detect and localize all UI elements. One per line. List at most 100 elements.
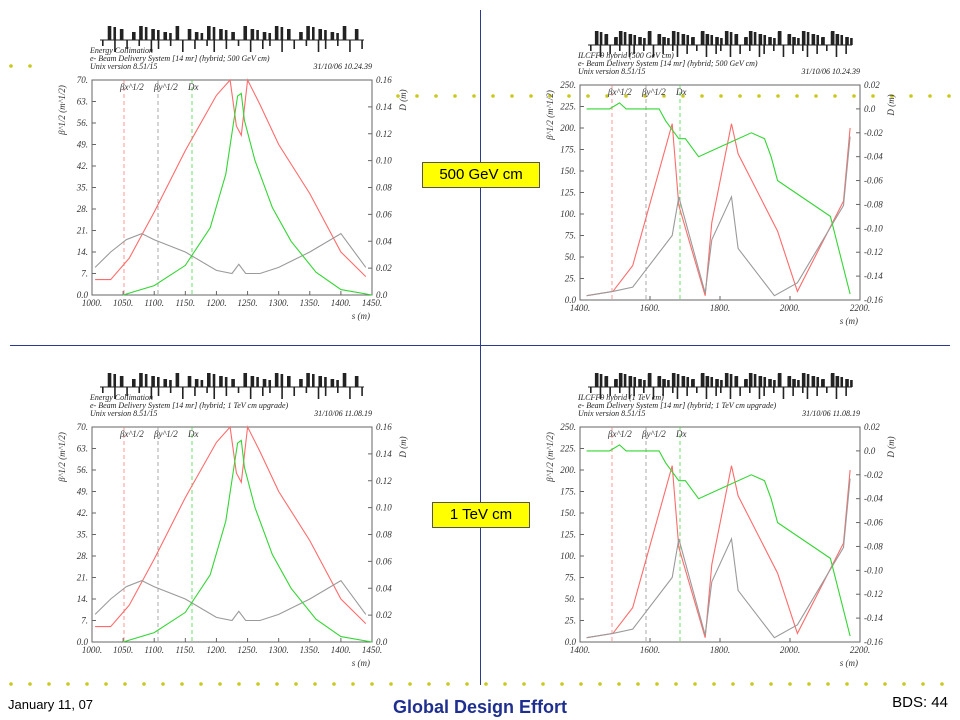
lattice-magnet [305,40,308,46]
lattice-magnet [705,376,710,387]
lattice-magnet [826,387,828,393]
y-tick-label: 50. [565,594,576,604]
y-axis-label: β^1/2 (m^1/2) [545,90,555,141]
chart-bottom-right: ILCFF9 hybrid (1 TeV cm)e- Beam Delivery… [545,373,896,668]
y2-tick-label: -0.12 [864,589,883,599]
x-tick-label: 2000. [780,645,800,655]
plot-frame [91,426,373,643]
accent-dot [845,682,849,686]
y-tick-label: 250. [560,422,576,432]
accent-dot [826,682,830,686]
y2-axis-label: D (m) [886,436,896,458]
x-axis-label: s (m) [840,658,858,668]
series-line-1 [94,579,367,622]
lattice-magnet [638,37,642,45]
lattice-magnet [293,40,296,49]
y2-tick-label: 0.16 [376,422,392,432]
lattice-magnet [604,377,608,387]
x-tick-label: 1450. [362,298,382,308]
y2-tick-label: 0.02 [864,422,880,432]
lattice-magnet [628,387,631,399]
lattice-magnet [720,38,723,45]
y2-tick-label: 0.10 [376,503,392,513]
lattice-magnet [244,27,247,40]
lattice-magnet [262,379,267,387]
accent-dot [852,94,856,98]
lattice-magnet [169,387,172,393]
lattice-magnet [163,379,168,387]
x-tick-label: 1400. [570,645,590,655]
accent-dot [415,94,419,98]
lattice-magnet [200,380,204,387]
lattice-magnet [662,379,666,387]
y-tick-label: 175. [560,487,576,497]
lattice-magnet [773,38,776,45]
y-tick-label: 175. [560,145,576,155]
y2-tick-label: 0.10 [376,156,392,166]
y-axis-label: β^1/2 (m^1/2) [545,432,555,483]
lattice-magnet [324,40,327,49]
y-tick-label: 14. [77,594,88,604]
lattice-magnet [623,374,627,387]
lattice-magnet [845,37,849,45]
y-tick-label: 70. [77,422,88,432]
lattice-magnet [139,26,143,40]
lattice-magnet [604,35,608,45]
x-tick-label: 1100. [144,645,164,655]
accent-dot [396,94,400,98]
chart-header-line: Energy Collimation [89,393,153,402]
lattice-magnet [840,35,844,45]
y2-tick-label: -0.10 [864,223,883,233]
accent-dot [750,682,754,686]
lattice-magnet [802,387,804,393]
lattice-magnet [343,27,347,40]
lattice-magnet [138,40,141,46]
y2-tick-label: 0.02 [376,263,392,273]
lattice-magnet [657,377,661,387]
lattice-magnet [324,30,327,40]
lattice-magnet [256,377,259,387]
series-line-1 [586,478,851,639]
x-tick-label: 1350. [300,645,320,655]
lattice-magnet [213,387,216,399]
accent-dot [883,682,887,686]
lattice-magnet [763,377,767,387]
lattice-magnet [157,40,160,49]
accent-dot [833,94,837,98]
y2-tick-label: -0.04 [864,152,883,162]
lattice-magnet [132,33,136,40]
legend-label: βy^1/2 [641,87,666,97]
lattice-magnet [729,45,732,57]
lattice-magnet [169,40,172,46]
lattice-magnet [194,379,199,387]
y-tick-label: 125. [560,530,576,540]
lattice-magnet [792,37,796,45]
accent-dot [484,682,488,686]
lattice-magnet [710,377,714,387]
y2-tick-label: 0.12 [376,129,392,139]
lattice-magnet [710,35,714,45]
lattice-magnet [768,379,772,387]
lattice-magnet [835,387,838,399]
y2-tick-label: -0.08 [864,199,883,209]
accent-dot [180,682,184,686]
lattice-magnet [144,27,148,40]
accent-dot [693,682,697,686]
lattice-magnet [715,387,717,396]
accent-dot [47,682,51,686]
lattice-magnet [777,32,781,45]
lattice-magnet [681,34,686,45]
lattice-magnet [269,387,271,393]
y-tick-label: 225. [560,102,576,112]
lattice-magnet [114,387,116,399]
lattice-magnet [744,380,747,387]
lattice-magnet [324,387,327,396]
y-tick-label: 25. [565,616,576,626]
lattice-magnet [686,377,690,387]
lattice-magnet [355,377,359,387]
y-tick-label: 35. [76,530,88,540]
lattice-magnet [729,387,732,399]
x-tick-label: 1050. [113,298,133,308]
top-left-dotted-rule [9,64,32,68]
